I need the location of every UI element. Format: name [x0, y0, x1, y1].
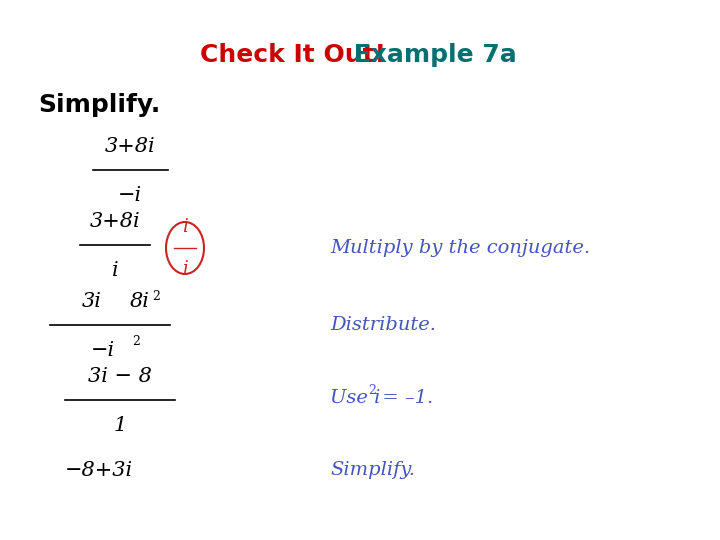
Text: Simplify.: Simplify.: [38, 93, 161, 117]
Text: i: i: [112, 261, 118, 280]
Text: 1: 1: [113, 416, 127, 435]
Text: Multiply by the conjugate.: Multiply by the conjugate.: [330, 239, 590, 257]
Text: Distribute.: Distribute.: [330, 316, 436, 334]
Text: 3+8i: 3+8i: [90, 212, 140, 231]
Text: = –1.: = –1.: [376, 389, 433, 407]
Text: 3i − 8: 3i − 8: [88, 367, 152, 386]
Text: Simplify.: Simplify.: [330, 461, 415, 479]
Text: 2: 2: [132, 335, 140, 348]
Text: −i: −i: [91, 341, 115, 360]
Text: Example 7a: Example 7a: [345, 43, 517, 67]
Text: −i: −i: [118, 186, 142, 205]
Text: i: i: [182, 218, 188, 236]
Text: Use i: Use i: [330, 389, 380, 407]
Text: i: i: [182, 260, 188, 278]
Text: 2: 2: [152, 290, 160, 303]
Text: 3+8i: 3+8i: [104, 137, 156, 156]
Text: 2: 2: [368, 383, 376, 396]
Text: −8+3i: −8+3i: [65, 461, 133, 480]
Text: 3i: 3i: [82, 292, 102, 311]
Text: Check It Out!: Check It Out!: [200, 43, 386, 67]
Text: 8i: 8i: [130, 292, 150, 311]
